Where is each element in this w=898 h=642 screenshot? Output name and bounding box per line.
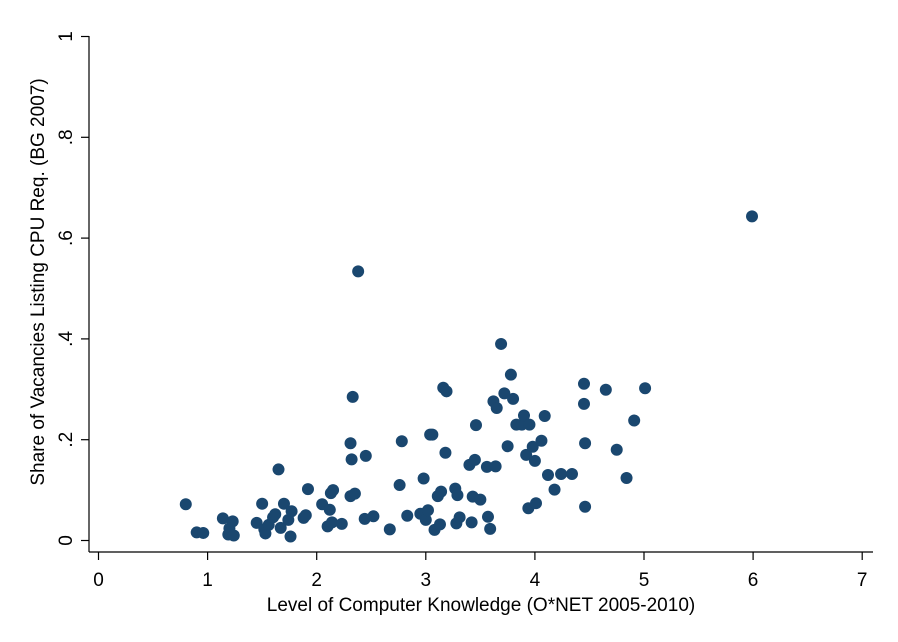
data-point [439, 446, 452, 459]
data-point [451, 489, 464, 502]
x-tick-label: 3 [421, 570, 432, 591]
data-point [520, 448, 533, 461]
data-point [395, 435, 408, 448]
data-point [599, 383, 612, 396]
data-point [548, 483, 561, 496]
data-point [577, 397, 590, 410]
data-point [197, 526, 210, 539]
data-point [517, 409, 530, 422]
data-point [746, 210, 759, 223]
data-points [179, 210, 759, 543]
x-axis-ticks: 0 1 2 3 4 5 6 7 [93, 552, 867, 591]
data-point [417, 472, 430, 485]
data-point [345, 453, 358, 466]
data-point [327, 484, 340, 497]
y-tick-label: .2 [56, 432, 77, 448]
y-tick-label: .4 [56, 331, 77, 347]
data-point [301, 483, 314, 496]
data-point [435, 485, 448, 498]
data-point [359, 449, 372, 462]
data-point [367, 510, 380, 523]
y-tick-label: .8 [56, 129, 77, 145]
data-point [535, 434, 548, 447]
data-point [383, 523, 396, 536]
data-point [541, 468, 554, 481]
x-tick-label: 7 [857, 570, 868, 591]
data-point [421, 504, 434, 517]
data-point [335, 517, 348, 530]
data-point [325, 516, 338, 529]
data-point [323, 503, 336, 516]
data-point [489, 460, 502, 473]
data-point [610, 443, 623, 456]
data-point [433, 518, 446, 531]
y-axis-ticks: 0 .2 .4 .6 .8 1 [56, 31, 89, 546]
data-point [495, 337, 508, 350]
data-point [453, 511, 466, 524]
data-point [256, 497, 269, 510]
data-point [469, 419, 482, 432]
y-tick-label: 1 [56, 31, 77, 42]
data-point [579, 500, 592, 513]
data-point [348, 487, 361, 500]
data-point [468, 453, 481, 466]
x-tick-label: 2 [311, 570, 322, 591]
data-point [620, 472, 633, 485]
data-point [216, 512, 229, 525]
data-point [226, 515, 239, 528]
data-point [285, 505, 298, 518]
data-point [555, 467, 568, 480]
x-tick-label: 0 [93, 570, 104, 591]
data-point [639, 382, 652, 395]
data-point [272, 463, 285, 476]
data-point [481, 510, 494, 523]
x-tick-label: 1 [202, 570, 213, 591]
data-point [628, 414, 641, 427]
x-tick-label: 6 [748, 570, 759, 591]
data-point [346, 390, 359, 403]
data-point [401, 509, 414, 522]
data-point [501, 440, 514, 453]
data-point [528, 454, 541, 467]
x-axis-title: Level of Computer Knowledge (O*NET 2005-… [267, 595, 695, 616]
y-axis-title: Share of Vacancies Listing CPU Req. (BG … [28, 78, 49, 485]
data-point [179, 498, 192, 511]
data-point [490, 401, 503, 414]
data-point [579, 437, 592, 450]
x-tick-label: 5 [639, 570, 650, 591]
data-point [507, 392, 520, 405]
data-point [523, 418, 536, 431]
data-point [504, 368, 517, 381]
data-point [426, 428, 439, 441]
data-point [529, 497, 542, 510]
data-point [577, 377, 590, 390]
data-point [484, 522, 497, 535]
data-point [277, 497, 290, 510]
data-point [393, 479, 406, 492]
data-point [565, 467, 578, 480]
data-point [227, 529, 240, 542]
data-point [480, 460, 493, 473]
y-tick-label: .6 [56, 230, 77, 246]
data-point [440, 385, 453, 398]
data-point [498, 387, 511, 400]
y-tick-label: 0 [56, 535, 77, 546]
data-point [299, 509, 312, 522]
data-point [284, 530, 297, 543]
x-tick-label: 4 [530, 570, 541, 591]
data-point [274, 521, 287, 534]
data-point [419, 513, 432, 526]
data-point [269, 508, 282, 521]
data-point [352, 265, 365, 278]
data-point [526, 440, 539, 453]
data-point [474, 493, 487, 506]
data-point [538, 410, 551, 423]
data-point [344, 437, 357, 450]
data-point [465, 516, 478, 529]
